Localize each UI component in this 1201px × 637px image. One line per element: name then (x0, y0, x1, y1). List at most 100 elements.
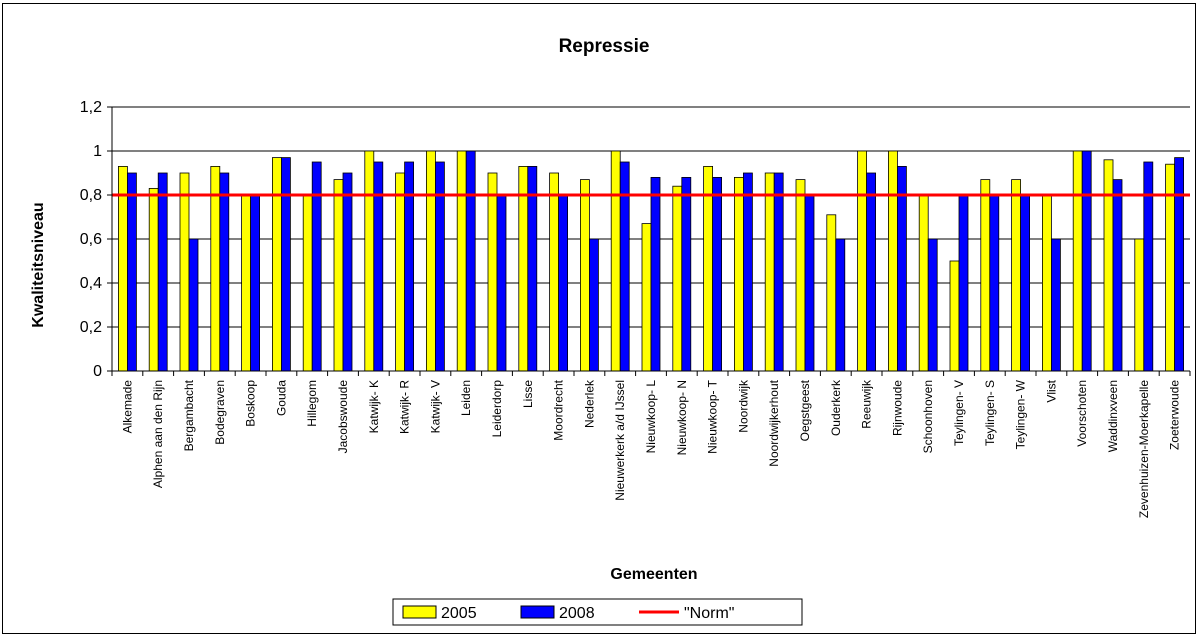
bar-2008 (681, 176, 692, 372)
bar-2008 (404, 161, 415, 372)
bar-2008 (1081, 150, 1092, 372)
bar-2005 (425, 150, 436, 372)
bars (118, 150, 1184, 372)
bar-2005 (271, 157, 282, 372)
legend-label-2005: 2005 (441, 605, 477, 622)
bar-2005 (518, 165, 529, 372)
bar-2005 (333, 179, 344, 372)
bar-2005 (179, 172, 190, 372)
bar-2005 (549, 172, 559, 372)
x-tick-label: Katwijk- R (398, 380, 412, 434)
x-tick-label: Bergambacht (182, 379, 196, 451)
bar-2005 (918, 194, 929, 372)
bar-2008 (1051, 238, 1061, 372)
bar-2008 (866, 172, 876, 372)
y-tick-label: 1,2 (80, 99, 102, 116)
x-tick-label: Katwijk- V (428, 380, 442, 433)
bar-2005 (826, 214, 837, 372)
x-tick-label: Voorschoten (1075, 380, 1089, 447)
x-tick-label: Hillegom (305, 380, 319, 427)
x-tick-label: Noordwijk (736, 379, 750, 433)
bar-2005 (241, 194, 252, 372)
chart-frame: Repressie Kwaliteitsniveau Gemeenten 0 0,… (2, 3, 1196, 634)
bar-2005 (1072, 150, 1083, 372)
bar-2005 (610, 150, 621, 372)
x-tick-label: Gouda (274, 380, 288, 416)
bar-2005 (1042, 194, 1052, 372)
bar-2005 (1103, 159, 1114, 372)
bar-2005 (672, 185, 683, 372)
bar-2008 (496, 194, 507, 372)
bar-2005 (395, 172, 406, 372)
bar-2008 (897, 165, 907, 372)
bar-2008 (527, 165, 538, 372)
legend-box (392, 598, 803, 626)
bar-2005 (888, 150, 898, 372)
y-tick-label: 0,4 (80, 275, 102, 292)
x-tick-label: Jacobswoude (336, 380, 350, 454)
bar-2005 (641, 223, 652, 372)
x-tick-label: Rijnwoude (890, 380, 904, 436)
y-tick-label: 0,2 (80, 319, 102, 336)
legend: 2005 2008 "Norm" (392, 598, 803, 626)
legend-label-2008: 2008 (559, 605, 595, 622)
legend-swatch-2008 (520, 605, 555, 619)
x-tick-label: Teylingen- W (1014, 379, 1028, 449)
bar-2008 (804, 194, 815, 372)
x-tick-label: Alphen aan den Rijn (151, 380, 165, 488)
bar-2005 (764, 172, 775, 372)
bar-2008 (1020, 194, 1030, 372)
bar-2008 (558, 194, 568, 372)
x-tick-label: Waddinxveen (1106, 380, 1120, 452)
bar-2008 (1174, 157, 1184, 372)
bar-2008 (1112, 179, 1123, 372)
x-tick-label: Noordwijkerhout (767, 379, 781, 466)
x-tick-label: Nieuwkoop- L (644, 380, 658, 454)
axes: 0 0,2 0,4 0,6 0,8 1 1,2 Alkemade Alphen aan den … (80, 99, 1191, 518)
y-tick-label: 1 (93, 143, 102, 160)
bar-2008 (434, 161, 445, 372)
x-tick-label: Nieuwkoop- T (706, 379, 720, 453)
bar-2005 (580, 179, 590, 372)
y-tick-label: 0,6 (80, 231, 102, 248)
bar-2008 (219, 172, 230, 372)
x-tick-label: Teylingen- S (983, 380, 997, 446)
x-tick-label: Bodegraven (213, 380, 227, 445)
bar-2005 (949, 260, 960, 372)
legend-label-norm: "Norm" (684, 605, 734, 622)
x-tick-label: Boskoop (244, 380, 258, 427)
bar-2008 (342, 172, 353, 372)
bar-2005 (1134, 238, 1145, 372)
x-tick-label: Teylingen- V (952, 380, 966, 446)
chart-title: Repressie (559, 36, 650, 57)
bar-2005 (487, 172, 498, 372)
bar-2005 (364, 150, 375, 372)
bar-2008 (311, 161, 322, 372)
bar-2005 (302, 194, 313, 372)
bar-2005 (1011, 179, 1021, 372)
x-tick-label: Leiden (459, 380, 473, 416)
x-tick-label: Katwijk- K (367, 380, 381, 433)
x-tick-label: Zevenhuizen-Moerkapelle (1137, 380, 1151, 518)
chart: Repressie Kwaliteitsniveau Gemeenten 0 0,… (30, 36, 1191, 626)
x-tick-label: Lisse (521, 380, 535, 408)
legend-swatch-2005 (402, 605, 437, 619)
bar-2005 (118, 165, 128, 372)
bar-2005 (456, 150, 467, 372)
x-tick-label: Zoeterwoude (1168, 380, 1182, 450)
x-tick-label: Nederlek (582, 379, 596, 428)
bar-2008 (127, 172, 137, 372)
bar-2008 (927, 238, 938, 372)
y-tick-label: 0,8 (80, 187, 102, 204)
x-tick-label: Moordrecht (552, 379, 566, 440)
bar-2008 (188, 238, 199, 372)
bar-2008 (712, 176, 722, 372)
bar-2008 (958, 194, 969, 372)
bar-2008 (280, 157, 291, 372)
bar-2008 (743, 172, 753, 372)
x-tick-label: Oegstgeest (798, 379, 812, 441)
x-tick-label: Leiderdorp (490, 380, 504, 438)
bar-2008 (835, 238, 846, 372)
y-axis-title: Kwaliteitsniveau (30, 202, 47, 327)
x-axis-title: Gemeenten (610, 566, 697, 583)
